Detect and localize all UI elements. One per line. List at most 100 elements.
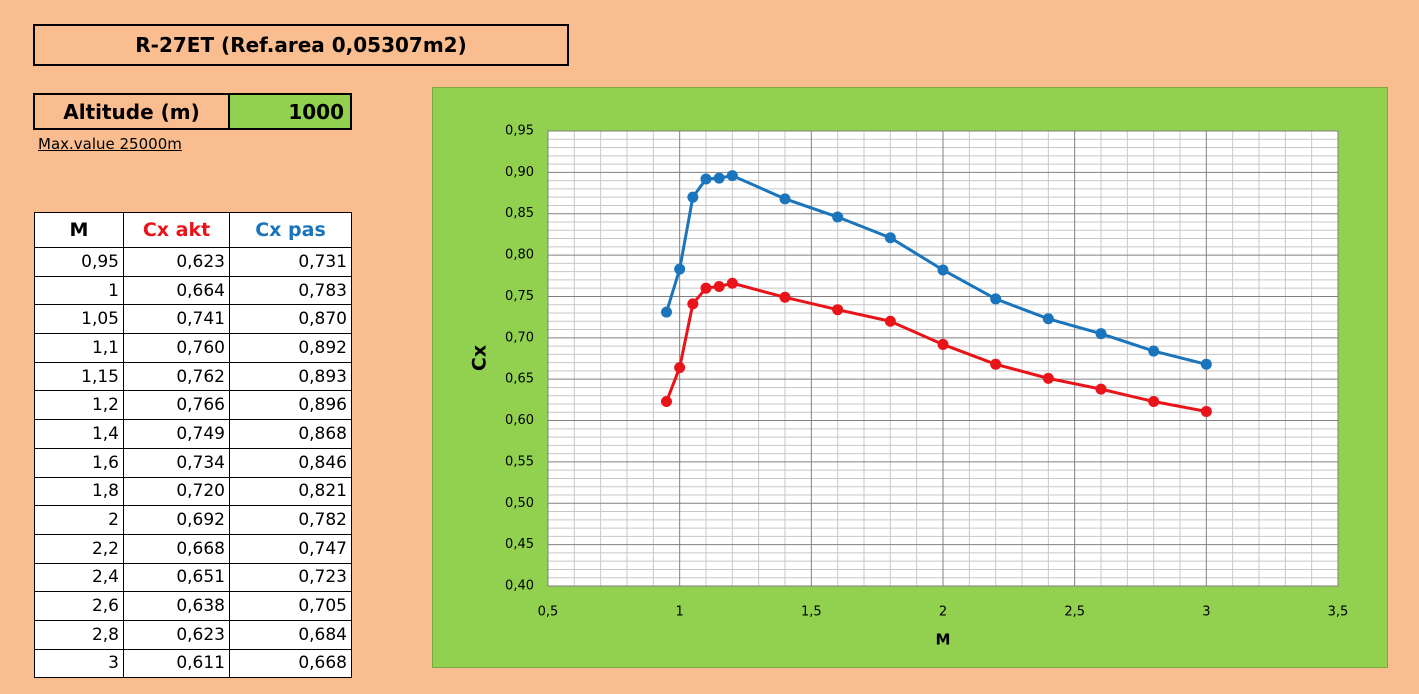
table-cell: 1,6 xyxy=(34,447,124,478)
x-tick-label: 1 xyxy=(676,605,684,620)
data-point xyxy=(990,293,1002,305)
table-cell: 0,846 xyxy=(229,447,352,478)
data-point xyxy=(884,315,896,327)
table-cell: 0,868 xyxy=(229,419,352,449)
x-tick-label: 3 xyxy=(1202,605,1210,620)
data-point xyxy=(713,281,725,293)
y-tick-label: 0,60 xyxy=(505,413,534,428)
table-header: Cx akt xyxy=(123,212,230,248)
y-tick-label: 0,55 xyxy=(505,454,534,469)
table-cell: 0,623 xyxy=(123,619,230,650)
table-cell: 0,723 xyxy=(229,562,352,593)
table-cell: 0,760 xyxy=(123,333,230,363)
data-point xyxy=(937,338,949,350)
altitude-label: Altitude (m) xyxy=(33,93,230,130)
table-row: 2,6 0,638 0,705 xyxy=(34,591,352,621)
table-cell: 0,892 xyxy=(229,333,352,363)
table-cell: 0,668 xyxy=(229,648,352,679)
table-cell: 0,731 xyxy=(229,247,352,277)
y-tick-label: 0,85 xyxy=(505,206,534,221)
table-cell: 0,734 xyxy=(123,447,230,478)
data-point xyxy=(1095,383,1107,395)
table-row: 1,6 0,734 0,846 xyxy=(34,447,352,478)
data-point xyxy=(1042,372,1054,384)
y-tick-label: 0,65 xyxy=(505,372,534,387)
y-tick-label: 0,80 xyxy=(505,248,534,263)
table-cell: 2,6 xyxy=(34,591,124,621)
table-cell: 0,870 xyxy=(229,304,352,335)
data-point xyxy=(1042,313,1054,325)
x-tick-label: 2 xyxy=(939,605,947,620)
table-cell: 1,8 xyxy=(34,476,124,507)
y-tick-label: 0,45 xyxy=(505,537,534,552)
y-axis-label: Cx xyxy=(469,345,491,371)
data-point xyxy=(674,362,686,374)
plot-border xyxy=(547,130,1339,587)
table-cell: 0,95 xyxy=(34,247,124,277)
data-point xyxy=(1095,328,1107,340)
data-point xyxy=(1200,358,1212,370)
table-cell: 0,747 xyxy=(229,533,352,564)
table-row: 1,05 0,741 0,870 xyxy=(34,304,352,335)
altitude-note: Max.value 25000m xyxy=(38,135,182,153)
x-tick-label: 2,5 xyxy=(1064,605,1085,620)
data-point xyxy=(832,211,844,223)
table-cell: 2,2 xyxy=(34,533,124,564)
data-point xyxy=(779,291,791,303)
table-row: 1,2 0,766 0,896 xyxy=(34,390,352,421)
table-row: 2,2 0,668 0,747 xyxy=(34,533,352,564)
data-table: M Cx akt Cx pas 0,95 0,623 0,731 1 0,664 0,78… xyxy=(34,212,352,679)
data-point xyxy=(1148,396,1160,408)
x-tick-label: 0,5 xyxy=(538,605,559,620)
table-cell: 0,623 xyxy=(123,247,230,277)
table-cell: 0,782 xyxy=(229,505,352,535)
table-cell: 2 xyxy=(34,505,124,535)
y-tick-label: 0,75 xyxy=(505,289,534,304)
data-point xyxy=(832,304,844,316)
table-row: 1 0,664 0,783 xyxy=(34,275,352,306)
table-cell: 0,684 xyxy=(229,619,352,650)
data-point xyxy=(1148,345,1160,357)
table-cell: 0,749 xyxy=(123,419,230,449)
data-point xyxy=(779,193,791,205)
table-cell: 0,651 xyxy=(123,562,230,593)
y-tick-label: 0,70 xyxy=(505,330,534,345)
table-row: 3 0,611 0,668 xyxy=(34,648,352,679)
altitude-value[interactable]: 1000 xyxy=(228,93,352,130)
x-tick-label: 1,5 xyxy=(801,605,822,620)
data-point xyxy=(661,396,672,408)
table-row: 1,8 0,720 0,821 xyxy=(34,476,352,507)
table-cell: 1,4 xyxy=(34,419,124,449)
data-point xyxy=(726,277,738,289)
table-row: 2 0,692 0,782 xyxy=(34,505,352,535)
table-row: 2,4 0,651 0,723 xyxy=(34,562,352,593)
data-point xyxy=(700,173,712,185)
table-row: 1,4 0,749 0,868 xyxy=(34,419,352,449)
table-cell: 0,766 xyxy=(123,390,230,421)
table-cell: 0,896 xyxy=(229,390,352,421)
data-point xyxy=(937,264,949,276)
table-cell: 0,705 xyxy=(229,591,352,621)
data-point xyxy=(661,306,672,318)
data-point xyxy=(726,170,738,182)
y-tick-label: 0,40 xyxy=(505,579,534,594)
table-cell: 2,4 xyxy=(34,562,124,593)
data-point xyxy=(713,172,725,184)
data-point xyxy=(700,282,712,294)
data-point xyxy=(990,358,1002,370)
table-cell: 0,638 xyxy=(123,591,230,621)
title: R-27ET (Ref.area 0,05307m2) xyxy=(33,24,569,66)
table-cell: 0,692 xyxy=(123,505,230,535)
data-point xyxy=(674,263,686,275)
data-point xyxy=(1200,405,1212,417)
table-cell: 3 xyxy=(34,648,124,679)
y-tick-label: 0,95 xyxy=(505,124,534,139)
data-point xyxy=(687,298,699,310)
x-axis-label: M xyxy=(936,631,951,649)
table-cell: 1,2 xyxy=(34,390,124,421)
table-header: M xyxy=(34,212,124,248)
table-cell: 0,664 xyxy=(123,275,230,306)
y-tick-label: 0,90 xyxy=(505,165,534,180)
table-header: Cx pas xyxy=(229,212,352,248)
